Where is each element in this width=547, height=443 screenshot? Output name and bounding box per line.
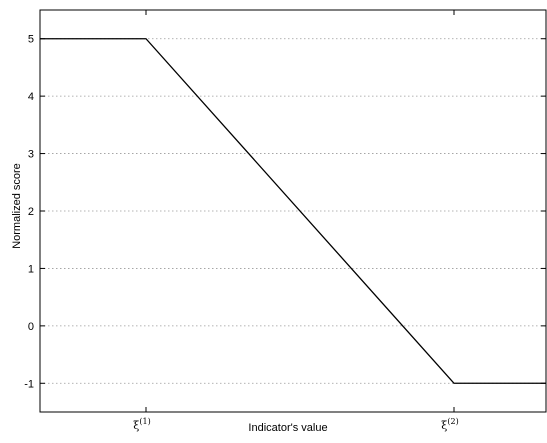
x-axis-label: Indicator's value — [248, 422, 327, 434]
x-tick-label: ξ(2) — [441, 417, 458, 432]
y-tick-label: 2 — [28, 206, 34, 218]
grid-lines — [40, 38, 546, 384]
y-tick-label: 1 — [28, 263, 34, 275]
y-axis-label: Normalized score — [11, 163, 23, 249]
y-tick-label: 5 — [28, 34, 34, 46]
y-tick-label: -1 — [24, 378, 34, 390]
y-axis: 5 4 3 2 1 0 -1 — [24, 34, 546, 390]
y-tick-label: 4 — [28, 91, 34, 103]
y-tick-label: 0 — [28, 321, 34, 333]
y-tick-label: 3 — [28, 149, 34, 161]
series-line — [40, 38, 546, 384]
x-axis: ξ(1) ξ(2) — [133, 10, 459, 432]
x-tick-label: ξ(1) — [133, 417, 150, 432]
